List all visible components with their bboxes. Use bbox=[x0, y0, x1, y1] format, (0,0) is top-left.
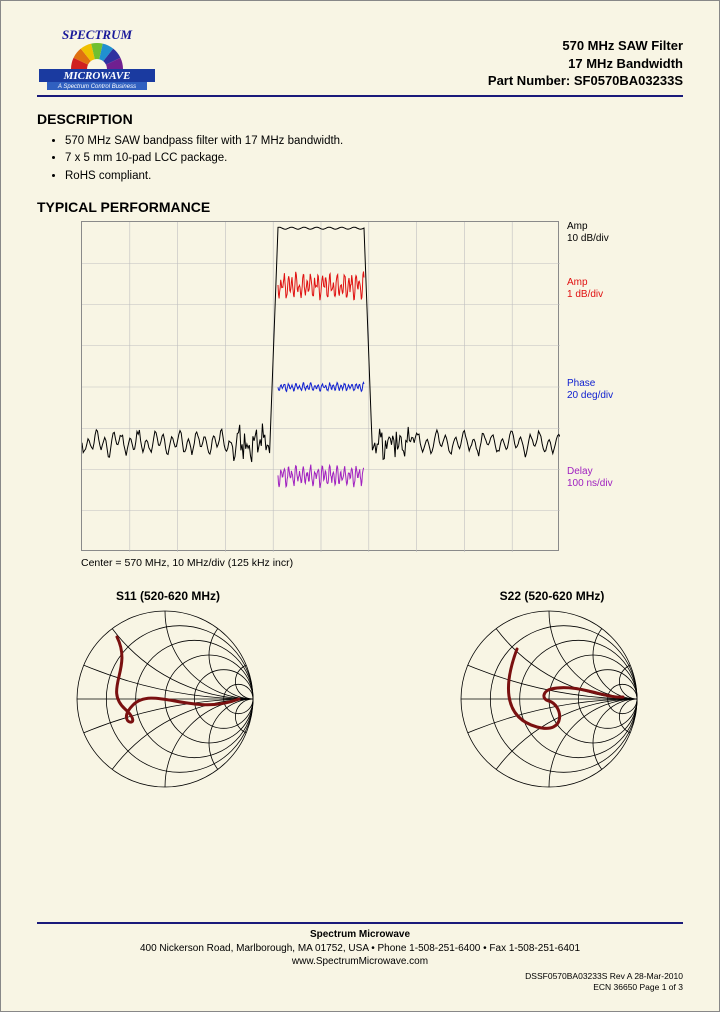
legend-item: Phase20 deg/div bbox=[567, 378, 613, 402]
footer-company: Spectrum Microwave bbox=[37, 928, 683, 942]
smith-chart-row: S11 (520-620 MHz) S22 (520-620 MHz) bbox=[37, 589, 683, 794]
svg-text:MICROWAVE: MICROWAVE bbox=[63, 70, 131, 82]
s11-chart bbox=[73, 609, 263, 789]
s22-title: S22 (520-620 MHz) bbox=[457, 589, 647, 603]
description-heading: DESCRIPTION bbox=[37, 111, 683, 127]
description-item: 570 MHz SAW bandpass filter with 17 MHz … bbox=[65, 133, 683, 150]
s22-chart bbox=[457, 609, 647, 789]
s11-block: S11 (520-620 MHz) bbox=[73, 589, 263, 794]
description-item: RoHS compliant. bbox=[65, 168, 683, 185]
svg-text:SPECTRUM: SPECTRUM bbox=[62, 27, 133, 42]
description-item: 7 x 5 mm 10-pad LCC package. bbox=[65, 150, 683, 167]
description-list: 570 MHz SAW bandpass filter with 17 MHz … bbox=[65, 133, 683, 185]
header-line-2: 17 MHz Bandwidth bbox=[488, 55, 683, 73]
svg-text:A Spectrum Control Business: A Spectrum Control Business bbox=[57, 84, 136, 90]
legend-item: Amp1 dB/div bbox=[567, 277, 603, 301]
chart-legend: Amp10 dB/div Amp1 dB/div Phase20 deg/div De… bbox=[567, 221, 657, 551]
main-chart-block: Amp10 dB/div Amp1 dB/div Phase20 deg/div De… bbox=[37, 221, 683, 551]
chart-caption: Center = 570 MHz, 10 MHz/div (125 kHz in… bbox=[81, 557, 683, 569]
legend-item: Delay100 ns/div bbox=[567, 466, 613, 490]
footer-web: www.SpectrumMicrowave.com bbox=[37, 955, 683, 969]
datasheet-page: SPECTRUM MICROWAVE A Spectrum Control Busi… bbox=[0, 0, 720, 1012]
header-bar: SPECTRUM MICROWAVE A Spectrum Control Busi… bbox=[37, 25, 683, 97]
footer-address: 400 Nickerson Road, Marlborough, MA 0175… bbox=[37, 942, 683, 956]
header-line-3: Part Number: SF0570BA03233S bbox=[488, 72, 683, 90]
footer-meta: DSSF0570BA03233S Rev A 28-Mar-2010 ECN 3… bbox=[37, 971, 683, 993]
legend-item: Amp10 dB/div bbox=[567, 221, 609, 245]
main-chart bbox=[81, 221, 559, 551]
footer-meta-2: ECN 36650 Page 1 of 3 bbox=[37, 982, 683, 993]
company-logo: SPECTRUM MICROWAVE A Spectrum Control Busi… bbox=[37, 25, 157, 91]
header-text: 570 MHz SAW Filter 17 MHz Bandwidth Part… bbox=[488, 37, 683, 90]
s22-block: S22 (520-620 MHz) bbox=[457, 589, 647, 794]
header-line-1: 570 MHz SAW Filter bbox=[488, 37, 683, 55]
footer-meta-1: DSSF0570BA03233S Rev A 28-Mar-2010 bbox=[37, 971, 683, 982]
s11-title: S11 (520-620 MHz) bbox=[73, 589, 263, 603]
footer: Spectrum Microwave 400 Nickerson Road, M… bbox=[37, 922, 683, 993]
chart-left-spacer bbox=[37, 221, 81, 551]
performance-heading: TYPICAL PERFORMANCE bbox=[37, 199, 683, 215]
